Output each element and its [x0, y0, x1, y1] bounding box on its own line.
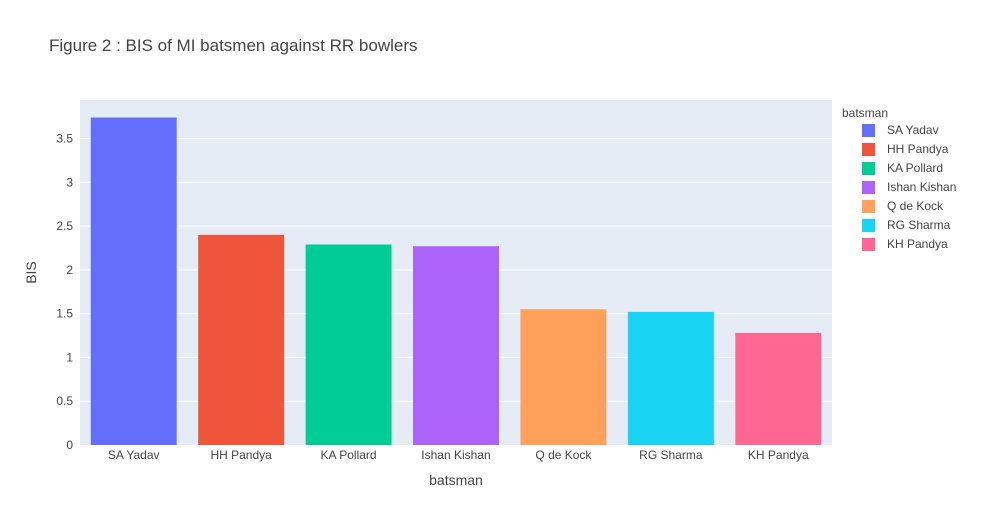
y-tick-label: 2: [66, 263, 73, 277]
bars: [90, 117, 822, 445]
legend-label: KA Pollard: [887, 161, 943, 175]
legend-swatch: [862, 162, 875, 175]
legend-title: batsman: [842, 106, 888, 120]
legend[interactable]: batsman SA Yadav HH Pandya KA Pollard Ishan…: [842, 106, 956, 251]
bar-hh-pandya[interactable]: [198, 234, 285, 445]
x-tick-label: HH Pandya: [210, 448, 272, 462]
y-tick-label: 3.5: [56, 132, 73, 146]
legend-label: HH Pandya: [887, 142, 949, 156]
legend-item-q-de-kock[interactable]: Q de Kock: [862, 199, 944, 213]
legend-swatch: [862, 124, 875, 137]
bar-q-de-kock[interactable]: [520, 309, 607, 445]
legend-swatch: [862, 143, 875, 156]
y-tick-label: 1.5: [56, 307, 73, 321]
x-tick-label: KH Pandya: [748, 448, 809, 462]
legend-item-hh-pandya[interactable]: HH Pandya: [862, 142, 949, 156]
x-axis-title: batsman: [429, 472, 483, 488]
legend-item-ishan-kishan[interactable]: Ishan Kishan: [862, 180, 956, 194]
x-tick-label: KA Pollard: [321, 448, 377, 462]
y-axis-title: BIS: [23, 261, 39, 284]
y-tick-label: 2.5: [56, 219, 73, 233]
legend-label: SA Yadav: [887, 123, 939, 137]
legend-swatch: [862, 200, 875, 213]
y-tick-label: 3: [66, 175, 73, 189]
x-tick-label: Q de Kock: [535, 448, 592, 462]
chart-title: Figure 2 : BIS of MI batsmen against RR …: [49, 36, 418, 55]
bar-rg-sharma[interactable]: [627, 311, 714, 445]
legend-swatch: [862, 181, 875, 194]
y-tick-label: 0: [66, 438, 73, 452]
legend-item-ka-pollard[interactable]: KA Pollard: [862, 161, 943, 175]
legend-label: Ishan Kishan: [887, 180, 956, 194]
legend-label: RG Sharma: [887, 218, 951, 232]
bar-kh-pandya[interactable]: [735, 332, 822, 445]
bar-ishan-kishan[interactable]: [413, 246, 499, 445]
x-tick-label: RG Sharma: [639, 448, 703, 462]
y-tick-label: 1: [66, 350, 73, 364]
x-tick-label: Ishan Kishan: [421, 448, 490, 462]
bar-ka-pollard[interactable]: [305, 244, 392, 445]
legend-swatch: [862, 219, 875, 232]
x-tick-label: SA Yadav: [108, 448, 160, 462]
legend-item-rg-sharma[interactable]: RG Sharma: [862, 218, 951, 232]
legend-swatch: [862, 238, 875, 251]
legend-label: KH Pandya: [887, 237, 948, 251]
y-tick-label: 0.5: [56, 394, 73, 408]
legend-label: Q de Kock: [887, 199, 944, 213]
legend-item-kh-pandya[interactable]: KH Pandya: [862, 237, 948, 251]
bar-sa-yadav[interactable]: [90, 117, 177, 445]
x-axis-ticks: SA Yadav HH Pandya KA Pollard Ishan Kishan Q…: [108, 448, 809, 462]
y-axis-ticks: 0 0.5 1 1.5 2 2.5 3 3.5: [56, 132, 73, 452]
legend-item-sa-yadav[interactable]: SA Yadav: [862, 123, 939, 137]
